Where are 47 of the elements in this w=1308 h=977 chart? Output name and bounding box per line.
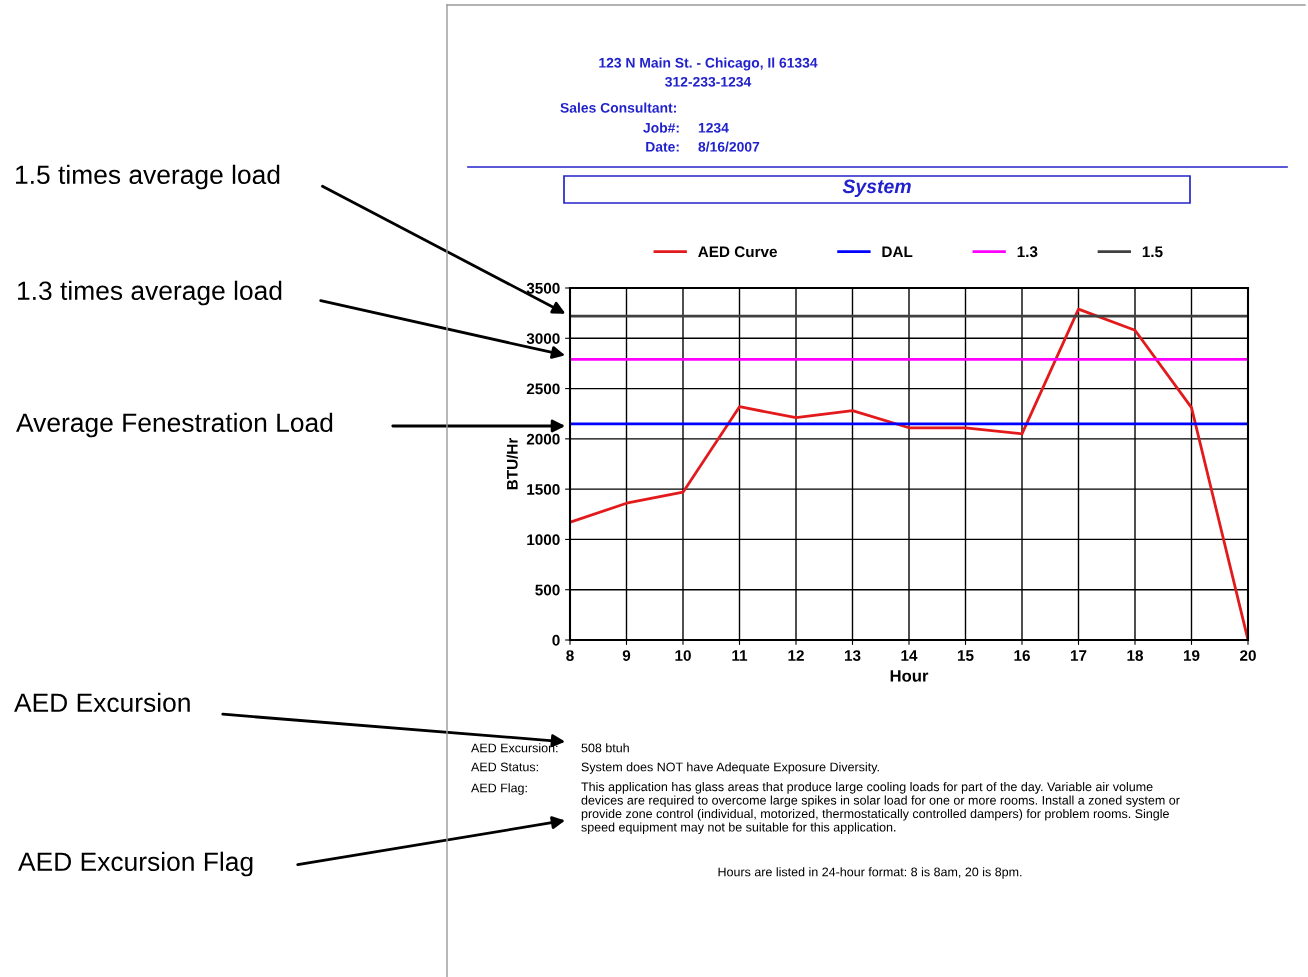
x-tick-label: 18 bbox=[1127, 650, 1144, 661]
text: 312-233-1234 bbox=[665, 76, 752, 87]
text: 1.5 times average load bbox=[16, 164, 280, 190]
x-tick-label: 9 bbox=[622, 650, 631, 661]
x-tick-label: 15 bbox=[957, 650, 974, 661]
text: AED Status: bbox=[471, 762, 538, 772]
y-tick-label: 0 bbox=[552, 634, 560, 646]
y-tick-label: 500 bbox=[535, 584, 560, 596]
text: Average Fenestration Load bbox=[16, 412, 333, 438]
y-tick-label: 2000 bbox=[526, 433, 560, 445]
legend-label: 1.3 bbox=[1017, 246, 1038, 258]
x-tick-label: 14 bbox=[901, 650, 918, 661]
chart-title: System bbox=[842, 179, 911, 198]
text: 1.3 times average load bbox=[18, 280, 282, 306]
text: 123 N Main St. - Chicago, Il 61334 bbox=[599, 57, 818, 71]
x-tick-label: 11 bbox=[732, 650, 748, 661]
text: 1234 bbox=[698, 122, 729, 133]
text: AED Flag: bbox=[471, 783, 527, 795]
text: System does NOT have Adequate Exposure Diversity. bbox=[581, 762, 879, 774]
text: AED Excursion bbox=[14, 692, 190, 713]
x-tick-label: 13 bbox=[844, 650, 861, 661]
text: AED Excursion: bbox=[471, 743, 558, 753]
text: Job#: bbox=[643, 122, 679, 133]
legend-label: AED Curve bbox=[698, 246, 777, 258]
text: AED Excursion Flag bbox=[18, 851, 253, 877]
text: Date: bbox=[646, 142, 679, 152]
y-tick-label: 1000 bbox=[527, 534, 560, 546]
legend-label: DAL bbox=[882, 246, 913, 257]
y-tick-label: 3500 bbox=[526, 282, 560, 294]
x-tick-label: 20 bbox=[1240, 650, 1256, 661]
x-tick-label: 12 bbox=[788, 650, 804, 661]
text: This application has glass areas that produce large cooling loads for part of the day. Variable air volume devices are required to overcome large spikes in solar load for one or more rooms. Install a zoned system or provide zone control (individual, motorized, thermostatically controlled dampers) for problem rooms. Single speed equipment may not be suitable for this application. bbox=[581, 782, 1180, 835]
text: Sales Consultant: bbox=[560, 102, 676, 113]
text: 8/16/2007 bbox=[698, 141, 760, 152]
y-tick-label: 1500 bbox=[527, 484, 560, 495]
y-axis-title: BTU/Hr bbox=[506, 437, 518, 490]
x-tick-label: 16 bbox=[1014, 650, 1030, 661]
text: 508 btuh bbox=[581, 743, 629, 753]
x-tick-label: 10 bbox=[675, 650, 691, 661]
x-tick-label: 8 bbox=[566, 650, 574, 661]
y-tick-label: 2500 bbox=[526, 383, 560, 395]
x-tick-label: 17 bbox=[1070, 650, 1087, 661]
y-tick-label: 3000 bbox=[526, 333, 560, 344]
legend-label: 1.5 bbox=[1142, 246, 1163, 258]
x-axis-title: Hour bbox=[890, 670, 929, 682]
text: Hours are listed in 24-hour format: 8 is 8am, 20 is 8pm. bbox=[718, 867, 1022, 879]
x-tick-label: 19 bbox=[1183, 650, 1200, 661]
